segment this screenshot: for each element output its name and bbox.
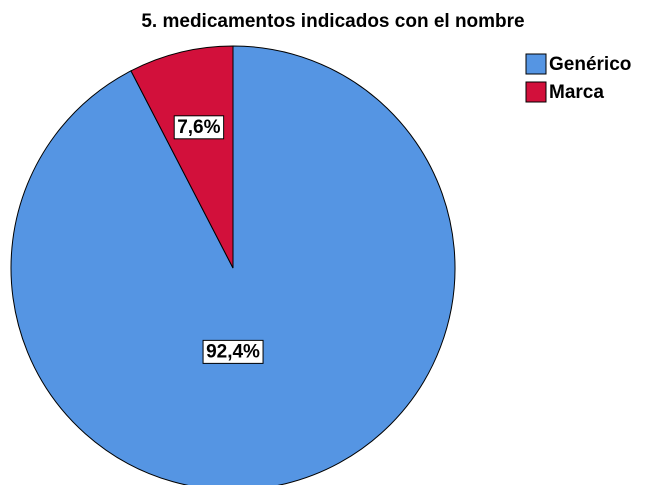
legend-label: Genérico <box>549 54 631 75</box>
data-label-box <box>202 339 264 364</box>
legend-swatch <box>525 53 547 75</box>
data-label: 7,6% <box>177 117 220 138</box>
data-label-box <box>173 115 225 140</box>
legend-label: Marca <box>549 82 604 103</box>
legend-swatch <box>525 81 547 103</box>
data-label: 92,4% <box>206 341 260 362</box>
pie-slice <box>130 45 234 269</box>
chart-title: 5. medicamentos indicados con el nombre <box>141 11 524 32</box>
